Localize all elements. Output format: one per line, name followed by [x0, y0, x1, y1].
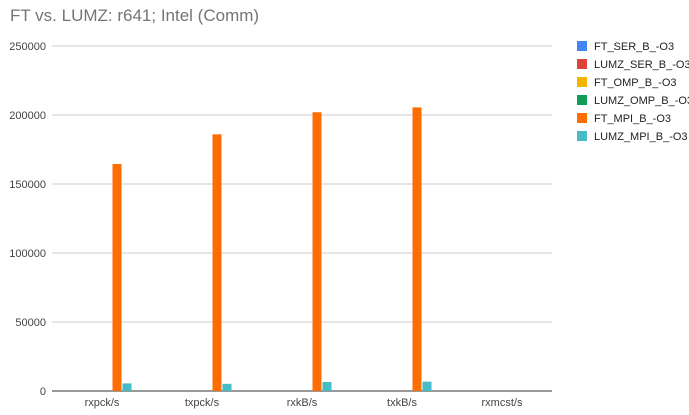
y-tick-label: 50000	[15, 317, 46, 329]
legend-entry[interactable]: LUMZ_SER_B_-O3	[594, 59, 689, 71]
x-tick-label: txpck/s	[185, 397, 220, 409]
legend-swatch	[577, 95, 587, 105]
y-tick-label: 250000	[9, 41, 46, 53]
chart-title: FT vs. LUMZ: r641; Intel (Comm)	[10, 6, 260, 25]
x-tick-label: rxmcst/s	[482, 397, 523, 409]
bar	[222, 383, 232, 391]
legend-entry[interactable]: LUMZ_MPI_B_-O3	[594, 131, 688, 143]
bar	[212, 134, 222, 391]
gridlines	[52, 45, 552, 392]
legend-entry[interactable]: FT_SER_B_-O3	[594, 41, 674, 53]
y-axis-tick-labels: 0 50000 100000 150000 200000 250000	[9, 41, 46, 398]
legend-entry[interactable]: FT_MPI_B_-O3	[594, 113, 671, 125]
legend[interactable]: FT_SER_B_-O3 LUMZ_SER_B_-O3 FT_OMP_B_-O3 LU…	[577, 41, 689, 143]
y-tick-label: 200000	[9, 110, 46, 122]
bar	[122, 383, 132, 391]
legend-entry[interactable]: FT_OMP_B_-O3	[594, 77, 677, 89]
y-tick-label: 150000	[9, 179, 46, 191]
legend-entry[interactable]: LUMZ_OMP_B_-O3	[594, 95, 689, 107]
legend-swatch	[577, 59, 587, 69]
x-axis-tick-labels: rxpck/s txpck/s rxkB/s txkB/s rxmcst/s	[85, 397, 523, 409]
bar	[312, 112, 322, 392]
bar	[412, 107, 422, 391]
y-tick-label: 100000	[9, 248, 46, 260]
legend-swatch	[577, 131, 587, 141]
bar	[322, 382, 332, 391]
y-tick-label: 0	[40, 386, 46, 398]
x-tick-label: txkB/s	[387, 397, 417, 409]
legend-swatch	[577, 41, 587, 51]
x-tick-label: rxkB/s	[287, 397, 318, 409]
legend-swatch	[577, 77, 587, 87]
bars	[112, 107, 432, 392]
bar	[422, 381, 432, 391]
x-tick-label: rxpck/s	[85, 397, 120, 409]
legend-swatch	[577, 113, 587, 123]
bar	[112, 163, 122, 391]
